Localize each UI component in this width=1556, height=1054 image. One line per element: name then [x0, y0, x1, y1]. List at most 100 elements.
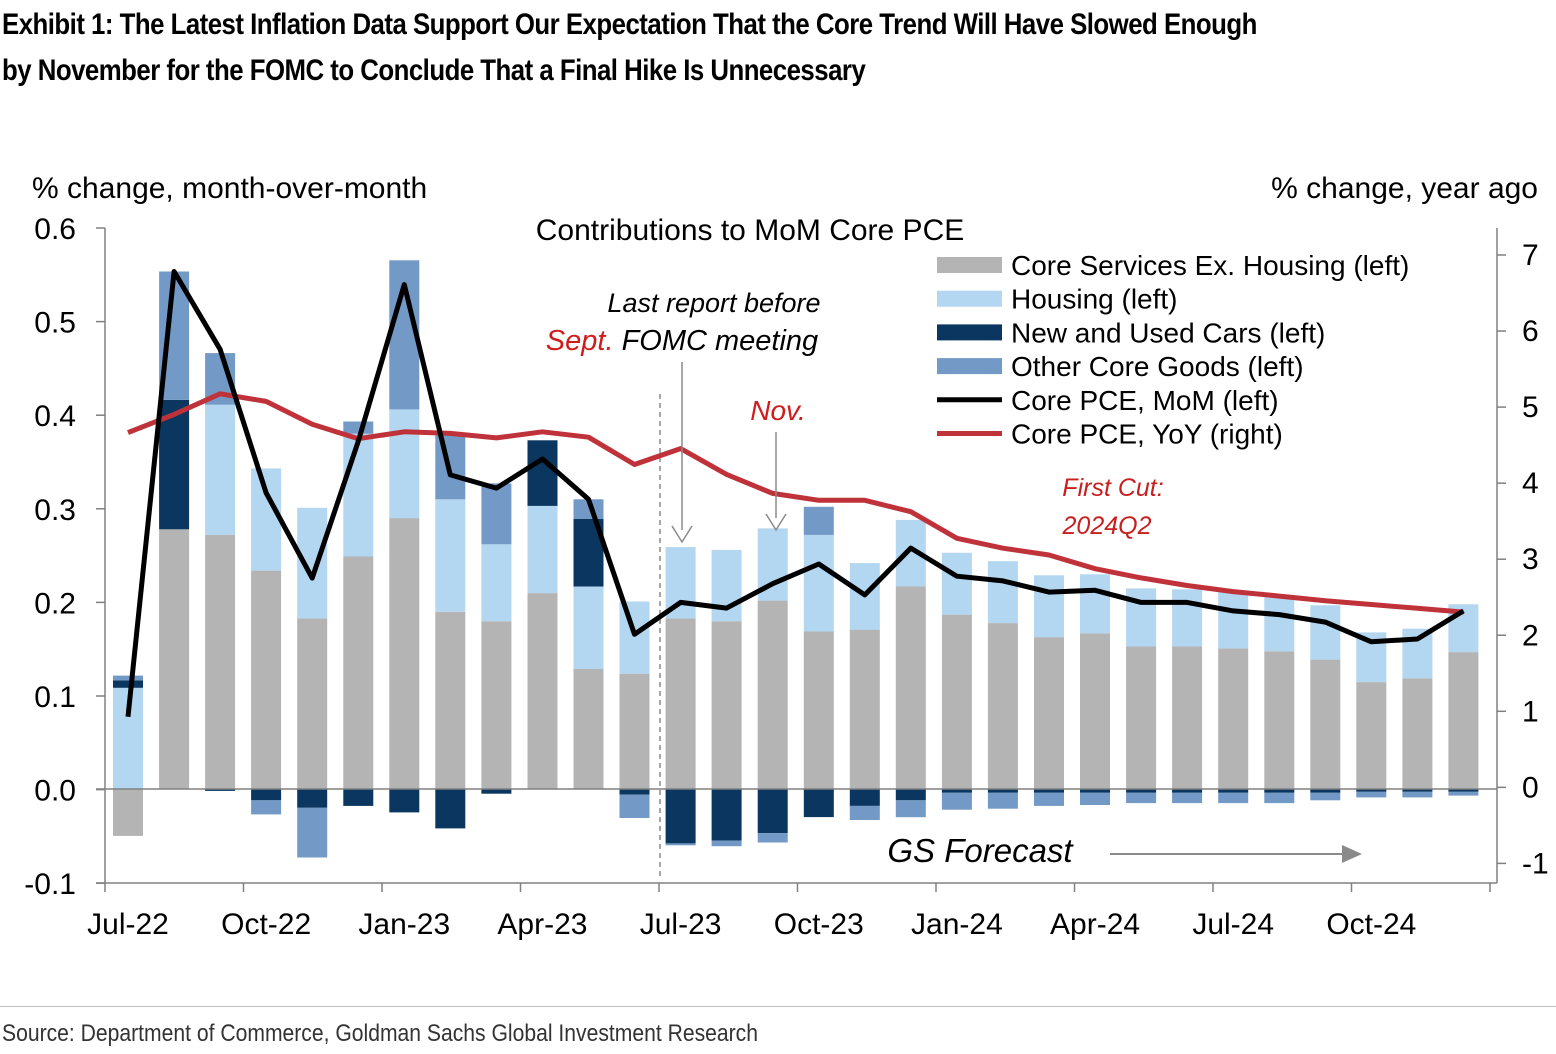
- bar-cars-jun-23: [619, 789, 650, 795]
- legend: Core Services Ex. Housing (left)Housing …: [937, 250, 1409, 450]
- bar-core-services-nov-24: [1402, 678, 1433, 789]
- right-tick-label: 0: [1522, 771, 1539, 804]
- legend-label-0: Core Services Ex. Housing (left): [1011, 250, 1409, 281]
- bar-other-goods-oct-23: [803, 506, 834, 535]
- nov-arrow-head: [765, 513, 787, 532]
- right-axis-ticks: 7 6 5 4 3 2 1 0 -1: [1497, 239, 1549, 880]
- bar-cars-oct-24: [1356, 789, 1387, 792]
- right-tick-label: 5: [1522, 391, 1539, 424]
- bar-cars-jun-24: [1172, 789, 1203, 793]
- forecast-arrow-head: [1342, 845, 1362, 863]
- annotation-first-cut: First Cut:: [1062, 474, 1163, 502]
- core-pce-mom-line: [125, 269, 1465, 718]
- left-tick-label: 0.1: [34, 681, 76, 714]
- bar-other-goods-dec-22: [343, 421, 374, 434]
- bar-other-goods-oct-24: [1356, 791, 1387, 798]
- x-tick-label-oct-23: Oct-23: [774, 908, 864, 941]
- bar-housing-oct-22: [251, 468, 282, 571]
- bar-other-goods-oct-22: [251, 800, 282, 815]
- bar-housing-apr-24: [1080, 574, 1110, 634]
- bar-core-services-oct-24: [1356, 682, 1387, 789]
- bar-housing-mar-24: [1034, 575, 1064, 638]
- bar-other-goods-jul-22: [113, 675, 143, 681]
- bar-other-goods-dec-24: [1448, 791, 1479, 796]
- right-tick-label: 3: [1522, 543, 1539, 576]
- bar-housing-feb-23: [435, 499, 466, 612]
- legend-swatch-1: [937, 290, 1002, 307]
- bar-cars-jul-24: [1218, 789, 1249, 793]
- right-tick-label: 2: [1522, 619, 1539, 652]
- annotation-2024q2: 2024Q2: [1062, 512, 1152, 540]
- chart-title-block: Exhibit 1: The Latest Inflation Data Sup…: [2, 2, 1335, 94]
- source-divider: [0, 1006, 1556, 1007]
- annotation-sept-fomc: Sept. FOMC meeting: [546, 325, 818, 357]
- bar-cars-feb-23: [435, 789, 466, 829]
- bar-housing-may-23: [573, 586, 604, 669]
- left-axis-label: % change, month-over-month: [32, 172, 427, 205]
- bar-housing-sep-24: [1310, 605, 1341, 660]
- right-tick-label: 7: [1522, 239, 1539, 272]
- source-note: Source: Department of Commerce, Goldman …: [2, 1020, 758, 1047]
- right-tick-label: 6: [1522, 315, 1539, 348]
- bar-cars-dec-23: [895, 789, 926, 801]
- legend-label-1: Housing (left): [1011, 284, 1178, 315]
- bar-core-services-aug-23: [711, 621, 742, 789]
- bar-cars-nov-24: [1402, 789, 1433, 792]
- bar-cars-nov-22: [297, 789, 328, 808]
- right-tick-label: -1: [1522, 847, 1549, 880]
- right-tick-label: 1: [1522, 695, 1539, 728]
- legend-swatch-3: [937, 358, 1002, 375]
- bar-housing-dec-22: [343, 433, 374, 557]
- chart-plot: 0.6 0.5 0.4 0.3 0.2 0.1 0.0 -0.1 7 6 5 4 3 2 1 0 -1 Jul…: [24, 172, 1549, 941]
- bar-cars-oct-22: [251, 789, 282, 801]
- bar-cars-jul-23: [665, 789, 696, 844]
- bar-cars-feb-24: [987, 789, 1018, 793]
- bar-core-services-jan-23: [389, 518, 420, 789]
- bar-core-services-dec-23: [895, 586, 926, 789]
- bar-other-goods-jun-24: [1172, 792, 1203, 804]
- annotation-sept-red: Sept.: [546, 325, 614, 357]
- bar-other-goods-jul-23: [665, 843, 696, 846]
- bar-other-goods-jan-24: [941, 792, 972, 810]
- bar-other-goods-dec-23: [895, 800, 926, 818]
- bar-core-services-nov-22: [297, 618, 328, 789]
- bar-housing-oct-23: [803, 534, 834, 632]
- bar-core-services-oct-23: [803, 631, 834, 789]
- bar-housing-jun-24: [1172, 589, 1203, 647]
- legend-swatch-0: [937, 257, 1002, 273]
- sept-arrow-head: [671, 525, 693, 544]
- legend-label-4: Core PCE, MoM (left): [1011, 385, 1279, 416]
- left-tick-label: -0.1: [24, 868, 76, 901]
- bar-other-goods-sep-24: [1310, 792, 1341, 801]
- right-axis-label: % change, year ago: [1271, 172, 1538, 205]
- bar-cars-jan-24: [941, 789, 972, 793]
- bar-housing-mar-23: [481, 544, 512, 622]
- bar-cars-apr-23: [527, 440, 558, 506]
- bar-core-services-mar-24: [1034, 637, 1064, 789]
- bar-core-services-oct-22: [251, 570, 282, 789]
- bar-core-services-sep-23: [757, 600, 788, 789]
- annotation-last-report: Last report before: [607, 288, 820, 318]
- bar-other-goods-feb-24: [987, 792, 1018, 809]
- bar-core-services-sep-24: [1310, 659, 1341, 789]
- bar-core-services-nov-23: [849, 629, 880, 789]
- bar-cars-nov-23: [849, 789, 880, 806]
- x-tick-label-jan-24: Jan-24: [911, 908, 1003, 941]
- left-tick-label: 0.5: [34, 307, 76, 340]
- bar-cars-mar-24: [1034, 789, 1064, 793]
- bar-cars-aug-24: [1264, 789, 1295, 793]
- bar-other-goods-apr-24: [1080, 792, 1110, 805]
- bar-core-services-aug-24: [1264, 651, 1295, 789]
- bar-housing-jun-23: [619, 601, 650, 674]
- x-tick-label-jul-23: Jul-23: [640, 908, 722, 941]
- annotation-fomc-meeting: FOMC meeting: [614, 325, 819, 357]
- core-pce-yoy-line: [127, 391, 1464, 615]
- bar-other-goods-nov-23: [849, 805, 880, 820]
- bar-cars-sep-23: [757, 789, 788, 834]
- bar-other-goods-nov-24: [1402, 791, 1433, 798]
- left-axis-ticks: 0.6 0.5 0.4 0.3 0.2 0.1 0.0 -0.1: [24, 213, 105, 901]
- bar-other-goods-jul-24: [1218, 792, 1249, 804]
- bar-core-services-jul-24: [1218, 648, 1249, 789]
- annotation-nov: Nov.: [750, 395, 806, 426]
- bar-other-goods-jun-23: [619, 794, 650, 818]
